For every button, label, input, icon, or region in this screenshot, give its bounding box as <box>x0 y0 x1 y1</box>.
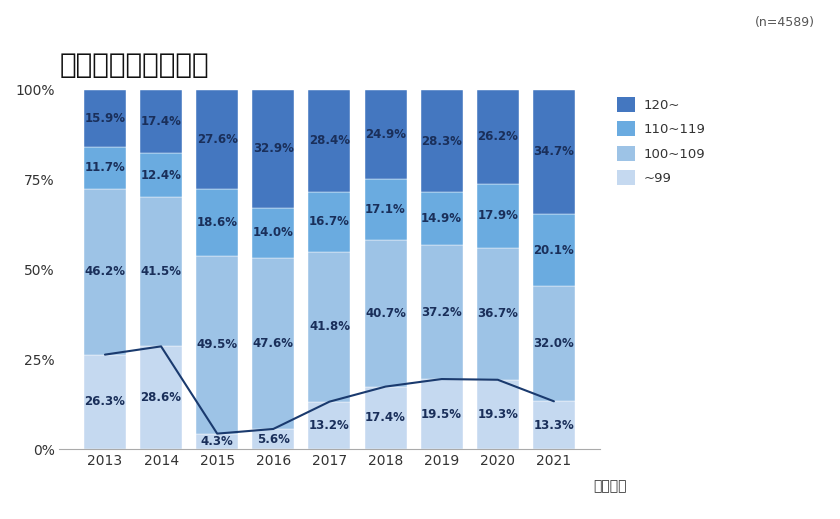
Text: 13.2%: 13.2% <box>309 419 349 432</box>
Text: 26.2%: 26.2% <box>477 130 518 143</box>
Text: 14.9%: 14.9% <box>421 212 462 225</box>
Bar <box>252 258 294 429</box>
Text: 18.6%: 18.6% <box>197 216 238 229</box>
Text: 41.8%: 41.8% <box>309 320 350 333</box>
Bar <box>308 90 350 192</box>
Text: 年間休日割合の推移: 年間休日割合の推移 <box>60 51 209 79</box>
Bar <box>308 402 350 449</box>
Text: 16.7%: 16.7% <box>309 215 350 228</box>
Text: 28.4%: 28.4% <box>309 134 350 147</box>
Text: 47.6%: 47.6% <box>253 337 294 350</box>
Bar <box>421 245 463 379</box>
Text: 40.7%: 40.7% <box>365 307 406 320</box>
Text: 41.5%: 41.5% <box>140 265 181 278</box>
Bar <box>421 379 463 449</box>
Legend: 120~, 110~119, 100~109, ~99: 120~, 110~119, 100~109, ~99 <box>617 97 706 185</box>
Bar <box>421 90 463 192</box>
Bar <box>365 387 407 449</box>
Bar <box>197 189 239 256</box>
Bar <box>84 90 126 147</box>
Bar <box>84 147 126 189</box>
Bar <box>84 354 126 449</box>
Text: 46.2%: 46.2% <box>85 265 125 278</box>
Text: 27.6%: 27.6% <box>197 133 238 146</box>
Bar <box>365 240 407 387</box>
Text: 26.3%: 26.3% <box>85 395 125 408</box>
Text: 17.4%: 17.4% <box>365 412 406 425</box>
Bar <box>477 90 519 184</box>
Bar <box>140 153 182 197</box>
Text: 14.0%: 14.0% <box>253 226 294 239</box>
Text: 24.9%: 24.9% <box>365 128 406 141</box>
Text: 36.7%: 36.7% <box>477 307 518 320</box>
Bar <box>140 197 182 346</box>
Bar <box>308 192 350 252</box>
Bar <box>533 90 575 214</box>
Text: (n=4589): (n=4589) <box>755 16 815 29</box>
Text: 17.9%: 17.9% <box>477 209 518 222</box>
Text: 12.4%: 12.4% <box>140 169 181 182</box>
Bar <box>533 401 575 449</box>
Text: 34.7%: 34.7% <box>533 145 575 158</box>
Bar <box>477 184 519 248</box>
Bar <box>308 252 350 402</box>
Text: 28.6%: 28.6% <box>140 391 181 404</box>
Text: 19.5%: 19.5% <box>421 407 462 420</box>
Bar <box>252 208 294 258</box>
Text: 32.0%: 32.0% <box>533 337 575 350</box>
Bar <box>84 189 126 354</box>
Bar <box>365 90 407 179</box>
Bar <box>477 248 519 380</box>
Text: 20.1%: 20.1% <box>533 244 575 257</box>
Text: 5.6%: 5.6% <box>257 432 290 445</box>
Text: 11.7%: 11.7% <box>85 161 125 174</box>
Text: 32.9%: 32.9% <box>253 142 294 155</box>
Bar <box>197 90 239 189</box>
Text: 49.5%: 49.5% <box>197 338 238 351</box>
Bar <box>140 90 182 153</box>
Text: 17.1%: 17.1% <box>365 203 406 216</box>
Text: 4.3%: 4.3% <box>201 435 234 448</box>
Bar <box>533 286 575 401</box>
Bar <box>533 214 575 286</box>
Bar <box>477 380 519 449</box>
Bar <box>252 90 294 208</box>
Text: 17.4%: 17.4% <box>140 115 181 128</box>
Bar <box>197 256 239 434</box>
Text: 15.9%: 15.9% <box>85 112 125 125</box>
Bar <box>140 346 182 449</box>
Text: （年度）: （年度） <box>593 480 627 494</box>
Text: 37.2%: 37.2% <box>422 306 462 319</box>
Text: 13.3%: 13.3% <box>533 419 575 432</box>
Bar <box>365 179 407 240</box>
Bar <box>421 192 463 245</box>
Text: 28.3%: 28.3% <box>421 134 462 148</box>
Bar <box>252 429 294 449</box>
Text: 19.3%: 19.3% <box>477 408 518 421</box>
Bar <box>197 434 239 449</box>
